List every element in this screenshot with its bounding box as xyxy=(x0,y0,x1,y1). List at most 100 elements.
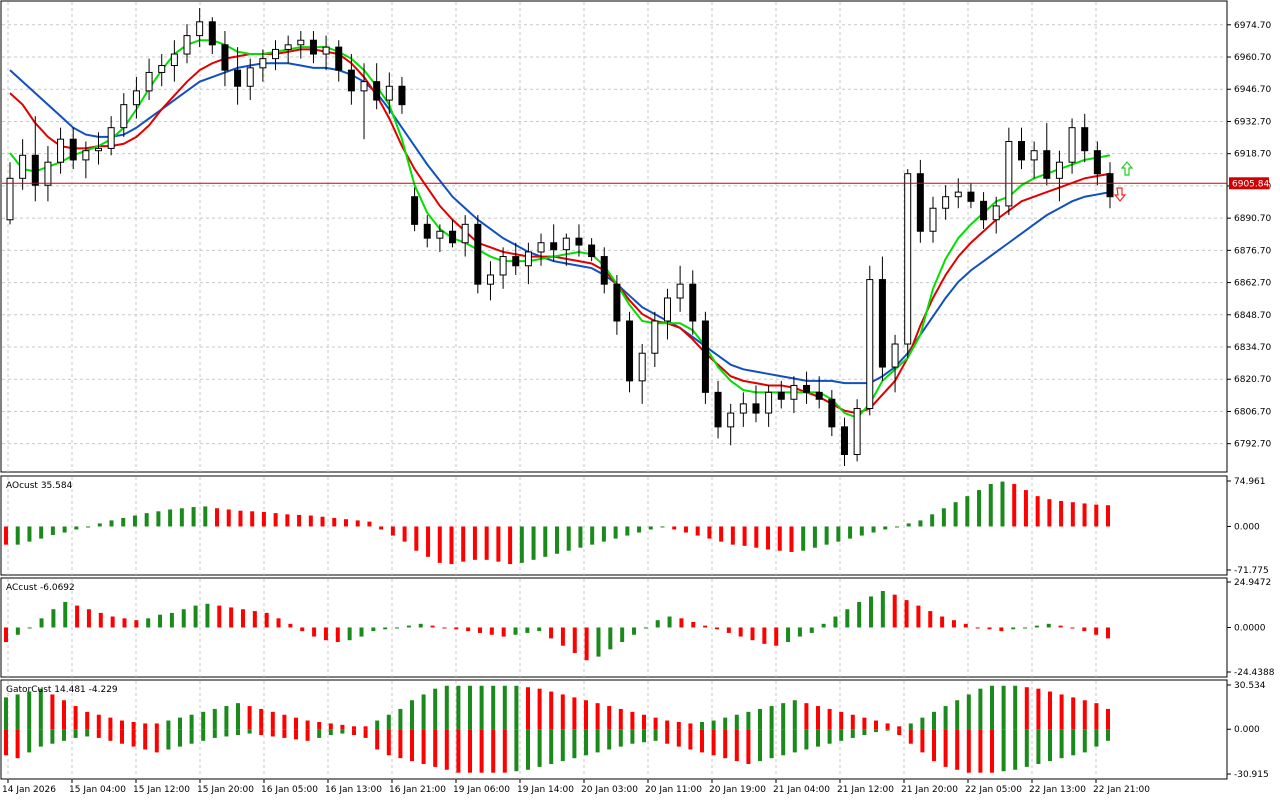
osc-bar xyxy=(676,721,681,730)
osc-bar xyxy=(700,721,704,730)
osc-bar xyxy=(444,685,449,730)
osc-bar xyxy=(461,526,466,562)
candle-body xyxy=(992,205,1000,221)
osc-bar xyxy=(489,627,494,635)
x-tick-label: 20 Jan 19:00 xyxy=(709,785,766,795)
osc-bar xyxy=(897,729,902,736)
y-tick-label: 6946.70 xyxy=(1234,85,1271,95)
osc-bar xyxy=(1082,700,1087,730)
candle-body xyxy=(31,154,39,186)
osc-bar xyxy=(51,609,56,628)
candle-body xyxy=(853,407,861,455)
osc-tick-label: 74.961 xyxy=(1234,477,1266,487)
osc-bar xyxy=(386,714,391,730)
osc-bar xyxy=(792,700,797,730)
candle-body xyxy=(360,81,368,92)
osc-bar xyxy=(862,717,867,730)
osc-bar xyxy=(340,724,345,730)
osc-bar xyxy=(85,729,90,737)
osc-bar xyxy=(526,729,530,770)
osc-bar xyxy=(904,600,909,628)
osc-bar xyxy=(730,526,735,545)
price-panel[interactable] xyxy=(0,0,1228,473)
osc-bar xyxy=(691,621,696,628)
osc-bar xyxy=(880,591,885,628)
osc-bar xyxy=(39,526,44,539)
osc-bar xyxy=(166,720,171,730)
osc-bar xyxy=(584,700,588,730)
osc-bar xyxy=(955,700,960,730)
osc-bar xyxy=(590,526,595,545)
x-tick-label: 16 Jan 13:00 xyxy=(325,785,382,795)
osc-bar xyxy=(38,688,43,730)
osc-bar xyxy=(109,520,114,527)
osc-tick-label: 24.9472 xyxy=(1234,578,1271,588)
osc-bar xyxy=(288,623,293,628)
osc-bar xyxy=(812,526,817,548)
candle-body xyxy=(335,46,343,71)
osc-bar xyxy=(596,627,601,657)
osc-bar xyxy=(355,520,360,527)
osc-bar xyxy=(1070,502,1075,527)
osc-bar xyxy=(726,627,731,633)
osc-bar xyxy=(1094,729,1099,747)
osc-bar xyxy=(426,526,431,557)
y-tick-label: 6862.70 xyxy=(1234,279,1271,289)
osc-bar xyxy=(212,708,217,730)
osc-bar xyxy=(430,625,435,628)
osc-bar xyxy=(723,717,728,730)
ac-panel[interactable] xyxy=(0,577,1228,678)
osc-bar xyxy=(259,708,264,730)
osc-bar xyxy=(178,729,182,747)
osc-bar xyxy=(1071,697,1076,730)
osc-bar xyxy=(264,612,269,628)
osc-bar xyxy=(519,526,524,563)
osc-bar xyxy=(655,620,660,628)
osc-bar xyxy=(181,609,186,628)
osc-bar xyxy=(433,688,438,730)
candle-body xyxy=(752,403,760,414)
osc-bar xyxy=(1071,729,1076,756)
osc-bar xyxy=(276,618,281,628)
osc-bar xyxy=(804,729,809,750)
x-tick-label: 15 Jan 12:00 xyxy=(133,785,190,795)
osc-bar xyxy=(375,720,380,730)
x-tick-label: 20 Jan 11:00 xyxy=(645,785,702,795)
osc-bar xyxy=(513,627,518,635)
osc-bar xyxy=(809,627,814,633)
candle-body xyxy=(272,48,280,60)
osc-bar xyxy=(261,511,266,527)
osc-bar xyxy=(491,729,496,773)
osc-bar xyxy=(1094,627,1099,635)
x-tick-label: 16 Jan 05:00 xyxy=(261,785,318,795)
osc-bar xyxy=(86,526,91,528)
osc-bar xyxy=(1023,490,1028,527)
osc-bar xyxy=(833,616,838,628)
osc-bar xyxy=(50,526,55,535)
osc-bar xyxy=(1046,623,1051,628)
y-tick-label: 6792.70 xyxy=(1234,440,1271,450)
osc-bar xyxy=(786,627,791,643)
osc-bar xyxy=(874,729,878,733)
osc-bar xyxy=(1106,708,1110,730)
ma-green-line xyxy=(9,39,1111,419)
candle-body xyxy=(6,177,14,221)
osc-bar xyxy=(672,526,677,530)
osc-bar xyxy=(869,596,874,628)
candle-body xyxy=(259,58,267,69)
y-tick-label: 6932.70 xyxy=(1234,117,1271,127)
osc-bar xyxy=(144,513,149,527)
osc-bar xyxy=(205,603,210,628)
osc-bar xyxy=(502,729,507,773)
osc-bar xyxy=(792,729,797,753)
osc-bar xyxy=(433,729,438,767)
osc-bar xyxy=(595,703,600,730)
candle-body xyxy=(132,90,140,106)
osc-bar xyxy=(816,729,820,747)
osc-bar xyxy=(477,627,482,633)
y-tick-label: 6890.70 xyxy=(1234,214,1271,224)
ao-panel[interactable] xyxy=(0,475,1228,576)
candle-body xyxy=(423,223,431,239)
gator-panel[interactable] xyxy=(0,679,1228,780)
